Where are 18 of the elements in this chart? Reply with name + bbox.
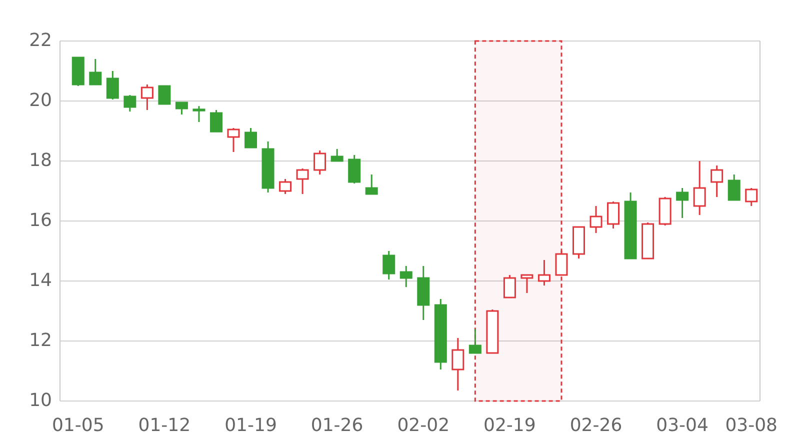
candlestick xyxy=(452,337,464,392)
x-tick-label: 01-05 xyxy=(52,415,104,436)
x-tick-label: 01-26 xyxy=(310,415,364,436)
x-tick-label: 03-04 xyxy=(656,415,708,436)
y-tick-label: 12 xyxy=(29,330,52,351)
y-tick-label: 16 xyxy=(29,210,52,231)
x-tick-label: 02-19 xyxy=(484,415,536,436)
y-tick-label: 22 xyxy=(29,30,52,51)
y-tick-label: 20 xyxy=(29,90,52,111)
x-tick-label: 02-02 xyxy=(397,415,450,436)
x-tick-label: 03-08 xyxy=(725,415,778,436)
y-tick-label: 14 xyxy=(29,270,52,291)
x-tick-label: 01-12 xyxy=(138,415,191,436)
x-tick-label: 01-19 xyxy=(224,415,277,436)
y-tick-label: 18 xyxy=(29,150,52,171)
y-tick-label: 10 xyxy=(29,390,52,411)
x-tick-label: 02-26 xyxy=(570,415,622,436)
candlestick xyxy=(417,265,430,321)
